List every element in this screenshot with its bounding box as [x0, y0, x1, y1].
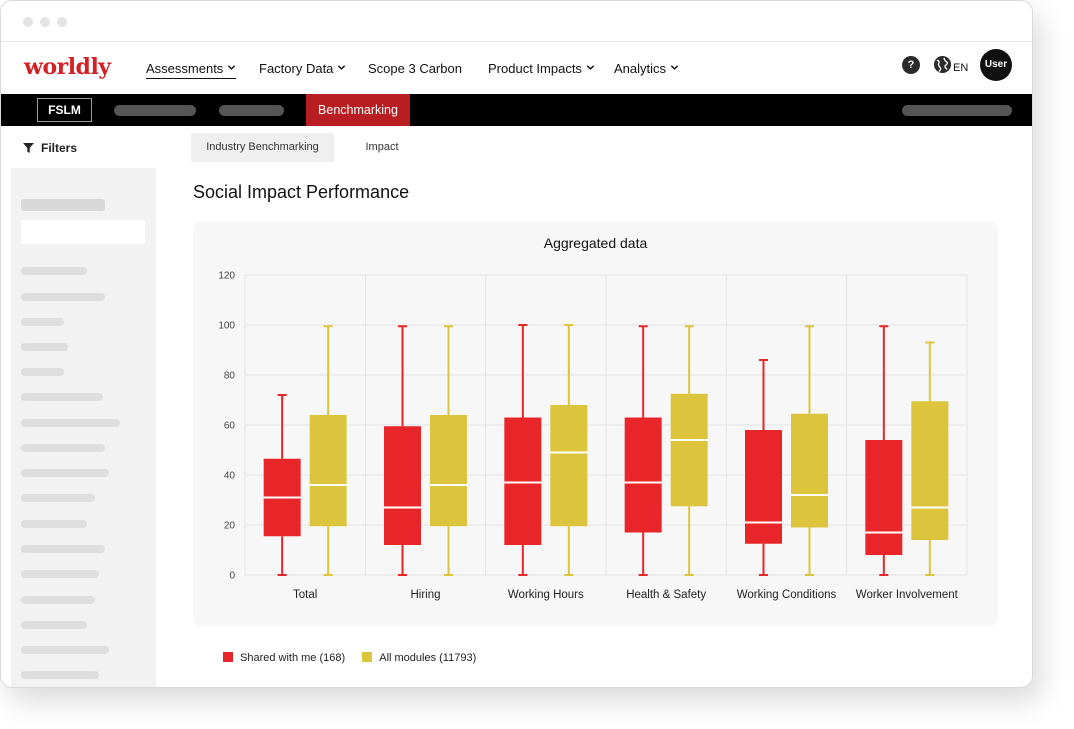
chart-legend: Shared with me (168) All modules (11793)	[223, 652, 490, 664]
box-shared	[384, 426, 421, 545]
box-all-modules	[670, 393, 708, 507]
y-tick-label: 120	[218, 271, 235, 282]
legend-swatch-shared	[223, 652, 233, 662]
box-shared	[504, 417, 542, 545]
placeholder-tab[interactable]	[114, 105, 196, 116]
y-tick-label: 0	[229, 571, 235, 582]
chevron-down-icon	[338, 65, 346, 70]
legend-item-all-modules[interactable]: All modules (11793)	[362, 652, 476, 664]
chart-card: Aggregated data 0 20 40 60 80 100 120 Total Hiri…	[193, 221, 998, 626]
window-dot-minimize[interactable]	[40, 17, 50, 27]
filter-placeholder-line	[21, 444, 105, 452]
tab-industry-benchmarking[interactable]: Industry Benchmarking	[191, 133, 334, 162]
placeholder-tab[interactable]	[219, 105, 284, 116]
x-category-label: Working Conditions	[737, 589, 837, 601]
nav-scope-3-carbon-label: Scope 3 Carbon	[368, 61, 462, 76]
filters-sidebar	[11, 168, 156, 687]
nav-analytics[interactable]: Analytics	[614, 61, 679, 76]
nav-scope-3-carbon[interactable]: Scope 3 Carbon	[368, 61, 462, 76]
legend-item-shared[interactable]: Shared with me (168)	[223, 652, 345, 664]
chevron-down-icon	[586, 65, 595, 70]
filter-placeholder-line	[21, 368, 64, 376]
x-category-label: Total	[293, 589, 317, 601]
x-category-label: Worker Involvement	[856, 589, 959, 601]
legend-label-shared: Shared with me (168)	[240, 652, 346, 664]
y-tick-label: 40	[224, 471, 236, 482]
tab-impact[interactable]: Impact	[365, 141, 399, 153]
filter-placeholder-line	[21, 646, 109, 654]
box-shared	[745, 430, 782, 544]
legend-label-all-modules: All modules (11793)	[379, 652, 477, 664]
filter-placeholder-title	[21, 199, 105, 211]
nav-analytics-label: Analytics	[614, 61, 667, 76]
user-avatar[interactable]: User	[980, 49, 1012, 81]
tab-benchmarking[interactable]: Benchmarking	[306, 94, 410, 126]
box-all-modules	[430, 415, 467, 527]
filters-label: Filters	[41, 141, 78, 155]
x-category-label: Health & Safety	[626, 589, 706, 601]
chart-title: Aggregated data	[543, 235, 648, 251]
window-titlebar	[1, 1, 1032, 42]
page-title: Social Impact Performance	[193, 182, 410, 202]
nav-factory-data[interactable]: Factory Data	[259, 61, 346, 76]
filter-placeholder-line	[21, 570, 99, 578]
filter-placeholder-line	[21, 419, 120, 427]
filter-placeholder-line	[21, 596, 95, 604]
filter-placeholder-line	[21, 393, 103, 401]
app-window: worldly Assessments Factory Data Scope 3…	[0, 0, 1033, 688]
filter-icon	[23, 143, 34, 153]
language-selector[interactable]: EN	[953, 62, 969, 74]
nav-product-impacts-label: Product Impacts	[488, 61, 582, 76]
filter-placeholder-line	[21, 318, 64, 326]
worldly-logo[interactable]: worldly	[24, 54, 111, 80]
boxplot-chart: 0 20 40 60 80 100 120 Total Hiring Working Hours H…	[218, 271, 968, 601]
box-shared	[865, 440, 903, 555]
box-all-modules	[550, 405, 588, 527]
window-dot-maximize[interactable]	[57, 17, 67, 27]
filter-placeholder-line	[21, 469, 109, 477]
y-tick-label: 60	[224, 421, 236, 432]
y-tick-label: 80	[224, 371, 236, 382]
module-bar: FSLM Benchmarking	[1, 94, 1032, 126]
y-tick-label: 20	[224, 521, 236, 532]
nav-assessments-label: Assessments	[146, 61, 224, 76]
y-tick-label: 100	[218, 321, 235, 332]
nav-factory-data-label: Factory Data	[259, 61, 334, 76]
module-fslm-button[interactable]: FSLM	[37, 98, 92, 122]
chevron-down-icon	[670, 65, 679, 70]
chevron-down-icon	[228, 65, 236, 70]
box-all-modules	[309, 415, 347, 527]
filter-placeholder-line	[21, 494, 95, 502]
filters-header[interactable]: Filters	[23, 141, 77, 155]
filter-placeholder-line	[21, 343, 68, 351]
nav-assessments[interactable]: Assessments	[146, 61, 237, 79]
filter-placeholder-line	[21, 520, 87, 528]
help-icon[interactable]: ?	[902, 56, 920, 74]
legend-swatch-all-modules	[362, 652, 373, 662]
box-all-modules	[791, 413, 828, 528]
window-dot-close[interactable]	[23, 17, 33, 27]
x-category-label: Working Hours	[508, 589, 584, 601]
globe-icon[interactable]	[933, 55, 952, 74]
box-all-modules	[911, 401, 949, 540]
filter-input-placeholder[interactable]	[21, 220, 145, 244]
filter-placeholder-line	[21, 267, 87, 275]
nav-product-impacts[interactable]: Product Impacts	[488, 61, 595, 76]
filter-placeholder-line	[21, 621, 87, 629]
filter-placeholder-line	[21, 545, 105, 553]
top-nav: worldly Assessments Factory Data Scope 3…	[1, 42, 1032, 94]
x-category-label: Hiring	[410, 589, 440, 601]
box-shared	[624, 417, 662, 533]
filter-placeholder-line	[21, 671, 99, 679]
placeholder-right[interactable]	[902, 105, 1012, 116]
filter-placeholder-line	[21, 293, 105, 301]
